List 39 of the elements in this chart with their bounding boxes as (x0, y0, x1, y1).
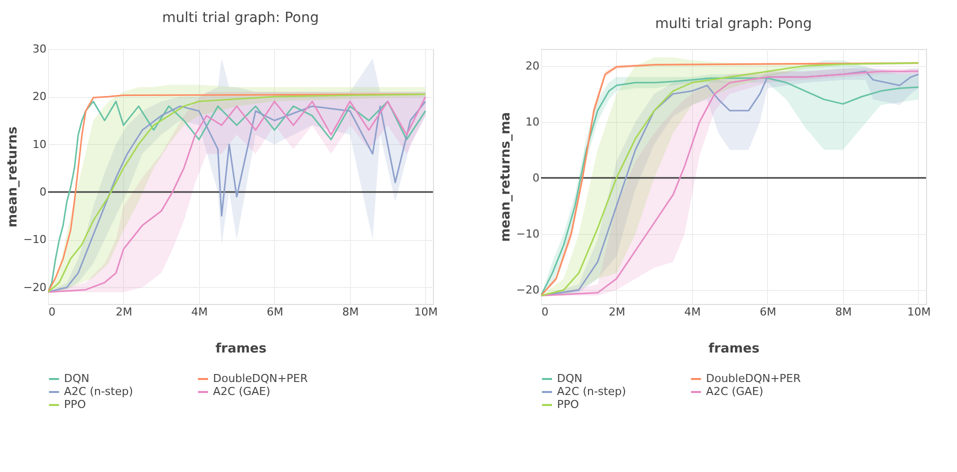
legend-label: DoubleDQN+PER (213, 372, 308, 385)
x-tick-label: 6M (266, 306, 284, 318)
chart-title: multi trial graph: Pong (655, 16, 812, 32)
legend-label: A2C (GAE) (213, 385, 270, 398)
legend-label: PPO (64, 398, 86, 411)
x-tick-label: 6M (760, 306, 776, 318)
x-tick-label: 4M (684, 306, 701, 318)
y-tick-label: 20 (32, 90, 46, 104)
y-axis-title: mean_returns (5, 126, 20, 228)
x-tick-label: 8M (342, 306, 359, 318)
x-tick-label: 0 (542, 306, 548, 318)
x-tick-label: 8M (835, 306, 852, 318)
x-tick-label: 0 (48, 306, 56, 318)
y-tick-label: 0 (532, 171, 540, 184)
y-tick-label: −10 (516, 227, 540, 240)
x-tick-label: 4M (191, 306, 208, 318)
y-tick-label: 10 (526, 115, 540, 128)
y-axis-title: mean_returns_ma (498, 112, 514, 242)
legend-label: A2C (n-step) (64, 385, 134, 398)
x-tick-label: 10M (414, 306, 438, 318)
y-tick-label: −20 (23, 280, 46, 294)
legend-label: DQN (557, 372, 582, 385)
y-tick-label: 10 (32, 138, 46, 151)
legend-label: DQN (64, 372, 90, 385)
legend-label: A2C (n-step) (557, 385, 626, 398)
legend-label: DoubleDQN+PER (706, 372, 802, 385)
chart-title: multi trial graph: Pong (162, 10, 319, 26)
y-tick-label: −10 (23, 233, 46, 246)
x-tick-label: 2M (116, 306, 132, 318)
x-axis-title: frames (708, 342, 760, 356)
y-tick-label: 20 (526, 59, 540, 72)
y-tick-label: −20 (516, 283, 540, 296)
legend-label: A2C (GAE) (706, 385, 764, 398)
y-tick-label: 0 (40, 185, 46, 198)
x-tick-label: 10M (907, 306, 931, 318)
legend-label: PPO (557, 398, 580, 411)
x-axis-title: frames (216, 342, 267, 356)
x-tick-label: 2M (608, 306, 626, 318)
y-tick-label: 30 (32, 42, 46, 56)
